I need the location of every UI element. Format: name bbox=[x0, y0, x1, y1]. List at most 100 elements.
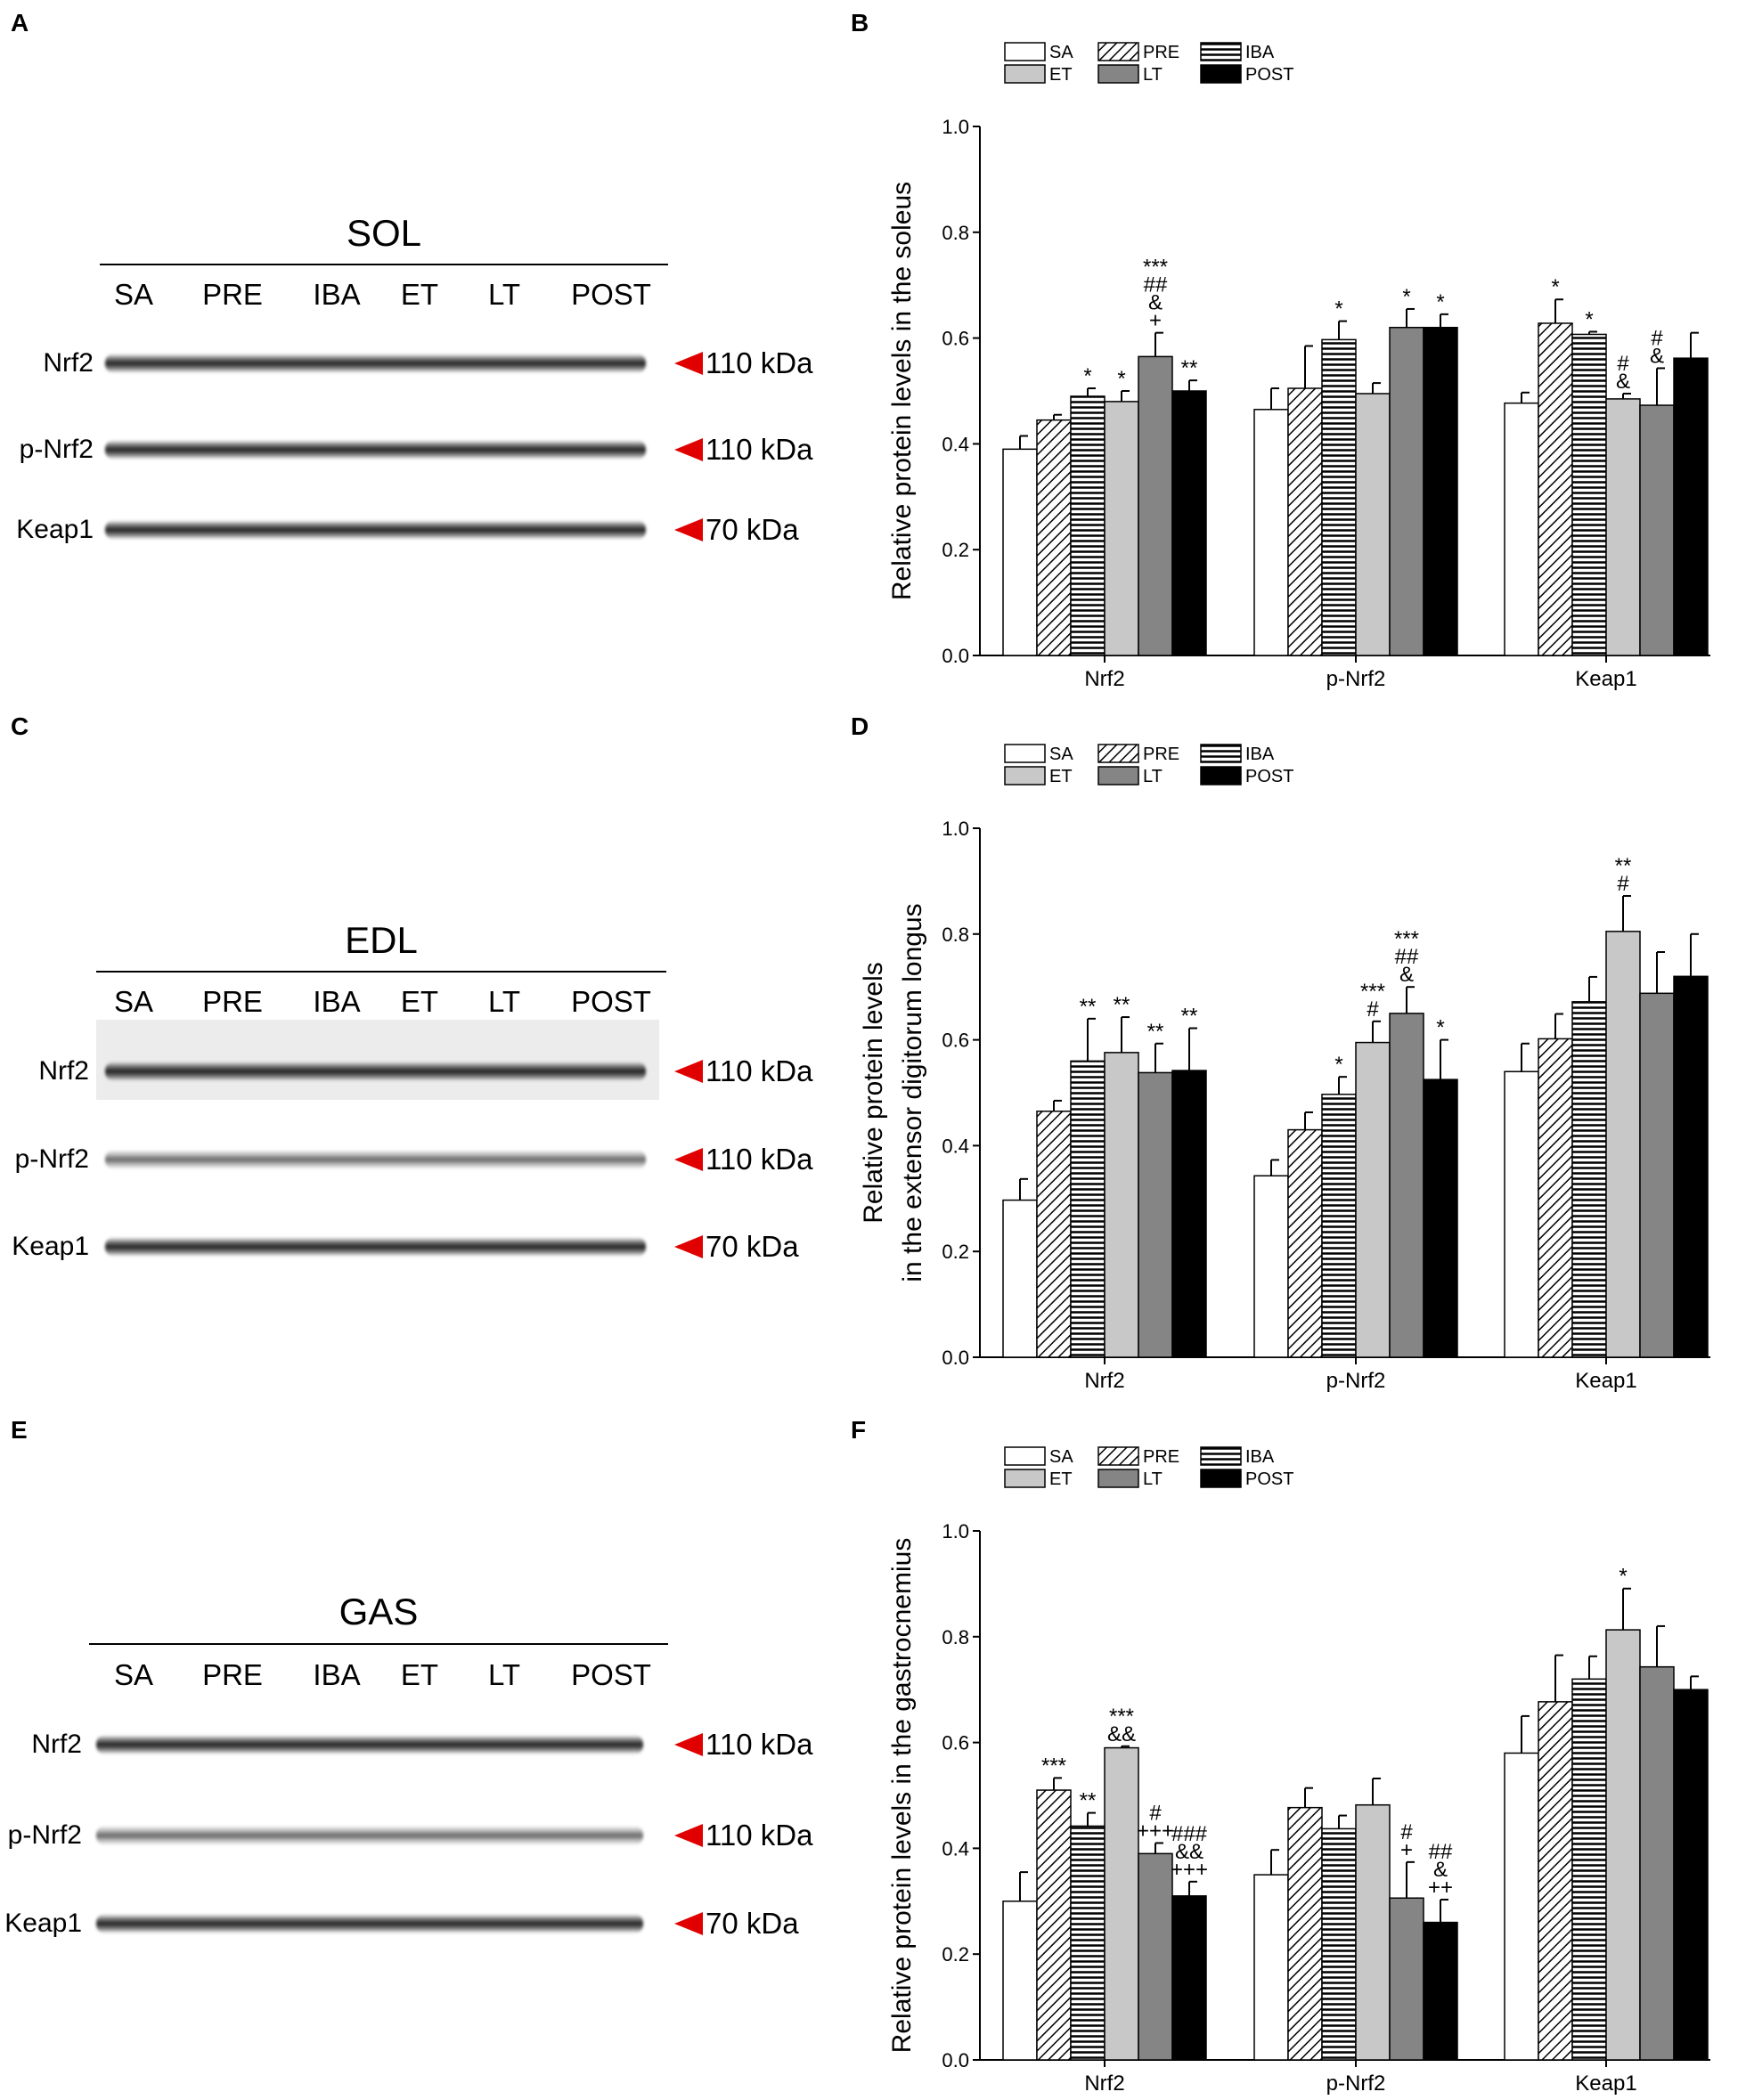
bar-post-nrf2 bbox=[1171, 1895, 1207, 2061]
bar-sa-nrf2 bbox=[1002, 448, 1038, 656]
blot-title: GAS bbox=[339, 1591, 419, 1632]
lane-label: LT bbox=[487, 278, 521, 311]
protein-band bbox=[105, 1150, 646, 1169]
significance-annotation: * bbox=[1117, 367, 1125, 391]
legend-swatch-iba bbox=[1200, 1446, 1242, 1466]
bar-lt-keap1 bbox=[1639, 1665, 1675, 2061]
arrow-icon bbox=[674, 1235, 703, 1258]
bar-sa-p-nrf2 bbox=[1253, 409, 1289, 656]
significance-annotation: # + bbox=[1400, 1820, 1413, 1862]
chart-edl: SA PRE IBA ET LT POST 0.0 0.2 0.4 0.6 0.8 1.0 Relati… bbox=[859, 744, 1710, 1393]
y-tick-label: 0.6 bbox=[942, 328, 969, 350]
legend-label: SA bbox=[1049, 745, 1073, 764]
significance-annotation: *** ## & bbox=[1394, 927, 1419, 987]
significance-annotation: *** ## & + bbox=[1143, 256, 1168, 333]
significance-annotation: ** bbox=[1181, 1005, 1198, 1029]
arrow-icon bbox=[674, 1060, 703, 1083]
bar-lt-nrf2 bbox=[1138, 355, 1173, 656]
lane-label: LT bbox=[487, 985, 521, 1018]
molecular-weight-label: 110 kDa bbox=[706, 1143, 813, 1176]
protein-band bbox=[96, 1735, 643, 1754]
chart-gastrocnemius: SA PRE IBA ET LT POST 0.0 0.2 0.4 0.6 0.8 1.0 Relati… bbox=[887, 1446, 1710, 2096]
blot-row-label: Nrf2 bbox=[43, 348, 94, 378]
blot-row-label: Keap1 bbox=[12, 1232, 89, 1261]
bar-post-keap1 bbox=[1673, 975, 1709, 1358]
legend-swatch-sa bbox=[1004, 744, 1046, 763]
x-tick-label: p-Nrf2 bbox=[1326, 2072, 1386, 2096]
bar-lt-keap1 bbox=[1639, 404, 1675, 656]
bar-et-keap1 bbox=[1605, 398, 1641, 656]
bar-post-p-nrf2 bbox=[1423, 1078, 1458, 1358]
lane-label: POST bbox=[571, 985, 651, 1018]
y-axis-label: Relative protein levels in the soleus bbox=[887, 182, 917, 600]
x-tick-label: p-Nrf2 bbox=[1326, 667, 1386, 691]
significance-annotation: ** bbox=[1080, 995, 1097, 1019]
legend-swatch-post bbox=[1200, 1469, 1242, 1488]
x-tick-label: Nrf2 bbox=[1084, 1369, 1124, 1393]
arrow-icon bbox=[674, 1824, 703, 1847]
bar-lt-nrf2 bbox=[1138, 1852, 1173, 2061]
lane-label: POST bbox=[571, 278, 651, 311]
y-tick-label: 1.0 bbox=[942, 116, 969, 138]
legend-swatch-pre bbox=[1097, 42, 1139, 61]
lane-label: ET bbox=[400, 985, 439, 1018]
panel-label-f: F bbox=[851, 1416, 867, 1444]
bar-post-p-nrf2 bbox=[1423, 326, 1458, 656]
panel-label-e: E bbox=[11, 1416, 28, 1444]
molecular-weight-label: 110 kDa bbox=[706, 1728, 813, 1761]
bar-sa-p-nrf2 bbox=[1253, 1175, 1289, 1358]
legend-swatch-pre bbox=[1097, 1446, 1139, 1466]
blot-divider bbox=[100, 264, 668, 265]
legend-swatch-sa bbox=[1004, 1446, 1046, 1466]
bar-et-p-nrf2 bbox=[1355, 1041, 1391, 1358]
bar-iba-nrf2 bbox=[1070, 1825, 1106, 2061]
lane-label: ET bbox=[400, 1658, 439, 1691]
significance-annotation: ** bbox=[1147, 1020, 1164, 1044]
bar-lt-p-nrf2 bbox=[1389, 326, 1424, 656]
bar-post-keap1 bbox=[1673, 357, 1709, 656]
legend-label: ET bbox=[1049, 1469, 1073, 1489]
y-tick-label: 0.2 bbox=[942, 1241, 969, 1263]
y-tick-label: 0.6 bbox=[942, 1732, 969, 1754]
molecular-weight-label: 70 kDa bbox=[706, 1907, 799, 1940]
legend-label: POST bbox=[1245, 767, 1293, 786]
bar-sa-keap1 bbox=[1504, 402, 1539, 656]
legend-label: ET bbox=[1049, 767, 1073, 786]
bar-et-keap1 bbox=[1605, 1629, 1641, 2061]
significance-annotation: ## & ++ bbox=[1428, 1840, 1453, 1900]
blot-title: SOL bbox=[346, 212, 422, 254]
bar-pre-nrf2 bbox=[1036, 1789, 1072, 2061]
legend-swatch-et bbox=[1004, 766, 1046, 785]
legend-label: PRE bbox=[1143, 1447, 1179, 1467]
y-tick-label: 0.0 bbox=[942, 645, 969, 667]
legend-swatch-iba bbox=[1200, 744, 1242, 763]
bar-iba-keap1 bbox=[1571, 1678, 1607, 2061]
arrow-icon bbox=[674, 518, 703, 541]
legend-swatch-pre bbox=[1097, 744, 1139, 763]
protein-band bbox=[105, 520, 646, 540]
legend-label: POST bbox=[1245, 1469, 1293, 1489]
bar-lt-p-nrf2 bbox=[1389, 1013, 1424, 1358]
legend-label: IBA bbox=[1245, 43, 1275, 62]
molecular-weight-label: 110 kDa bbox=[706, 1819, 813, 1852]
arrow-icon bbox=[674, 1912, 703, 1935]
bar-et-keap1 bbox=[1605, 931, 1641, 1358]
lane-label: SA bbox=[113, 985, 154, 1018]
bar-sa-nrf2 bbox=[1002, 1199, 1038, 1358]
legend-label: IBA bbox=[1245, 1447, 1275, 1467]
y-tick-label: 0.4 bbox=[942, 1837, 969, 1860]
panel-label-a: A bbox=[11, 9, 29, 37]
blot-title: EDL bbox=[345, 919, 418, 961]
bar-et-p-nrf2 bbox=[1355, 393, 1391, 656]
protein-band bbox=[105, 440, 646, 460]
legend-swatch-lt bbox=[1097, 1469, 1139, 1488]
molecular-weight-label: 70 kDa bbox=[706, 513, 799, 546]
legend-label: LT bbox=[1143, 767, 1163, 786]
protein-band bbox=[105, 1237, 646, 1257]
legend-swatch-et bbox=[1004, 64, 1046, 84]
y-tick-label: 0.2 bbox=[942, 1943, 969, 1966]
bar-iba-p-nrf2 bbox=[1321, 1094, 1357, 1358]
legend-label: PRE bbox=[1143, 745, 1179, 764]
arrow-icon bbox=[674, 438, 703, 461]
bar-pre-keap1 bbox=[1538, 1038, 1573, 1358]
